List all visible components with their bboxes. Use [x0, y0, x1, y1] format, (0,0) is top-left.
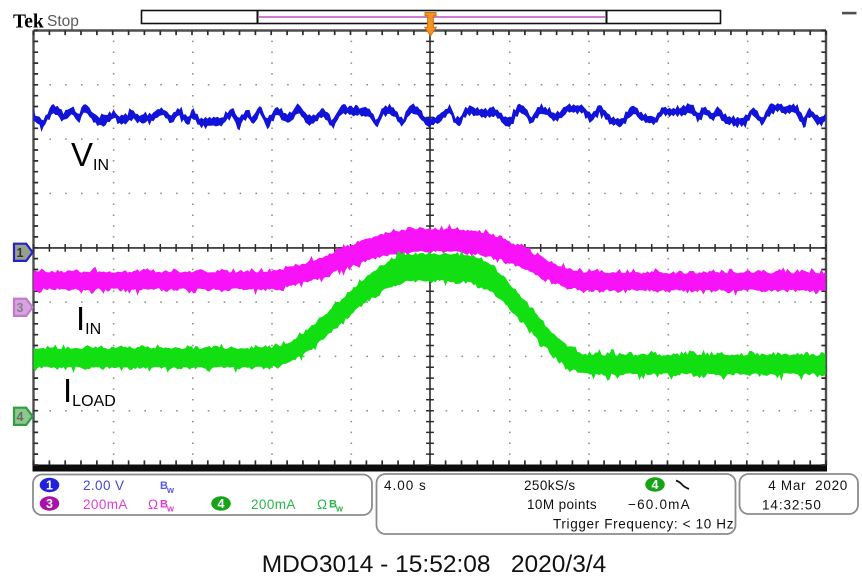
- svg-text:3: 3: [46, 497, 53, 511]
- svg-text:w: w: [166, 485, 175, 495]
- svg-text:4.00 s: 4.00 s: [384, 478, 427, 493]
- svg-text:4: 4: [17, 410, 24, 424]
- svg-text:B: B: [329, 499, 337, 511]
- svg-text:4: 4: [218, 497, 225, 511]
- svg-text:Tek: Tek: [13, 12, 44, 33]
- svg-text:14:32:50: 14:32:50: [762, 498, 822, 513]
- svg-text:Ω: Ω: [148, 497, 158, 512]
- svg-text:10M points: 10M points: [527, 497, 597, 512]
- svg-text:B: B: [160, 499, 168, 511]
- svg-text:−60.0mA: −60.0mA: [628, 497, 691, 512]
- svg-text:2.00 V: 2.00 V: [83, 478, 124, 493]
- svg-text:w: w: [335, 504, 344, 514]
- svg-text:B: B: [160, 480, 168, 492]
- svg-text:1: 1: [46, 479, 53, 493]
- svg-text:Ω: Ω: [317, 497, 327, 512]
- svg-text:4 Mar 2020: 4 Mar 2020: [768, 478, 848, 493]
- svg-text:w: w: [166, 504, 175, 514]
- svg-text:3: 3: [17, 301, 24, 315]
- svg-text:Trigger Frequency: < 10 Hz: Trigger Frequency: < 10 Hz: [553, 517, 734, 532]
- svg-text:200mA: 200mA: [251, 497, 296, 512]
- svg-text:200mA: 200mA: [83, 497, 128, 512]
- svg-text:1: 1: [17, 246, 24, 260]
- svg-text:250kS/s: 250kS/s: [524, 478, 576, 493]
- svg-text:MDO3014 - 15:52:08 2020/3/4: MDO3014 - 15:52:08 2020/3/4: [262, 551, 607, 578]
- svg-text:4: 4: [652, 478, 659, 492]
- svg-text:Stop: Stop: [47, 13, 79, 30]
